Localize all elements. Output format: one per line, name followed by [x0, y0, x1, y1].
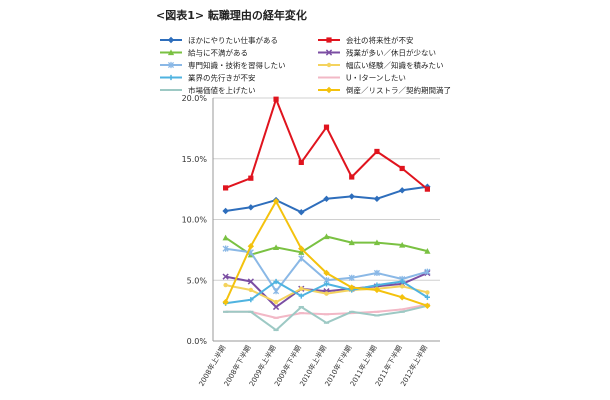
data-point [424, 186, 430, 192]
data-point [247, 204, 255, 211]
data-point [222, 245, 229, 252]
legend-marker [168, 74, 174, 81]
data-point [424, 294, 430, 300]
x-tick-label: 2008年下半期 [222, 344, 253, 388]
legend-marker [167, 49, 175, 56]
legend-marker [167, 61, 175, 69]
legend-label: 幅広い経験／知識を積みたい [346, 60, 444, 70]
data-point [298, 245, 305, 252]
data-point [424, 302, 431, 309]
x-tick-label: 2010年下半期 [323, 344, 354, 388]
data-point [272, 244, 280, 251]
data-point [273, 96, 279, 102]
data-point [247, 243, 255, 250]
data-point [348, 193, 355, 200]
data-point [373, 239, 381, 246]
legend-marker [325, 86, 333, 94]
data-point [272, 198, 280, 205]
x-tick-label: 2009年上半期 [247, 344, 278, 388]
legend-label: 給与に不満がある [188, 48, 248, 58]
data-point [323, 233, 330, 240]
data-point [222, 207, 229, 215]
chart-title: <図表1> 転職理由の経年変化 [156, 9, 307, 22]
data-point [248, 287, 254, 293]
y-tick-label: 15.0% [182, 155, 208, 164]
data-point [323, 195, 330, 203]
legend-marker [325, 49, 333, 56]
data-point [298, 159, 304, 165]
data-point [248, 297, 254, 303]
data-point [323, 269, 330, 277]
data-point [399, 278, 405, 285]
legend-label: 倒産／リストラ／契約期間満了 [346, 85, 451, 95]
data-point [222, 234, 229, 241]
data-point [298, 209, 305, 216]
data-point [398, 187, 406, 194]
data-point [273, 278, 279, 285]
data-point [323, 124, 330, 130]
data-point [399, 165, 405, 172]
data-point [248, 175, 254, 181]
data-point [399, 284, 405, 289]
data-point [324, 291, 329, 296]
y-tick-label: 0.0% [187, 337, 208, 346]
legend-label: U・Iターンしたい [346, 74, 406, 83]
data-point [323, 281, 330, 287]
x-tick-label: 2008年上半期 [197, 344, 228, 388]
data-point [424, 268, 431, 275]
x-tick-label: 2012年上半期 [398, 344, 429, 388]
legend-marker [326, 37, 332, 43]
data-point [373, 269, 381, 277]
data-point [373, 195, 381, 203]
legend-label: 専門知識・技術を習得したい [188, 60, 286, 70]
data-point [223, 282, 228, 288]
data-point [223, 185, 229, 191]
data-point [349, 174, 355, 180]
data-point [222, 298, 229, 306]
y-tick-label: 5.0% [187, 276, 208, 285]
data-point [425, 290, 430, 295]
legend-marker [167, 36, 175, 44]
legend-label: 残業が多い／休日が少ない [346, 48, 436, 58]
data-point [348, 284, 355, 291]
data-point [373, 286, 381, 294]
x-tick-label: 2010年上半期 [298, 344, 329, 388]
legend-label: 業界の先行きが不安 [188, 73, 256, 83]
y-tick-label: 20.0% [182, 94, 208, 103]
data-point [272, 288, 280, 295]
legend-marker [326, 62, 332, 68]
legend-label: 会社の将来性が不安 [346, 35, 414, 45]
x-tick-label: 2011年上半期 [348, 344, 379, 388]
series-line [225, 98, 429, 190]
x-tick-label: 2009年下半期 [272, 344, 303, 388]
data-point [298, 293, 304, 299]
legend-label: 市場価値を上げたい [188, 85, 256, 95]
data-point [247, 278, 254, 285]
y-tick-label: 10.0% [182, 216, 208, 225]
data-point [273, 299, 279, 305]
data-point [424, 247, 431, 254]
data-point [374, 148, 380, 155]
data-point [298, 255, 305, 262]
data-point [298, 249, 305, 255]
data-point [222, 273, 229, 280]
data-point [272, 303, 280, 311]
legend-label: ほかにやりたい仕事がある [188, 35, 278, 45]
x-tick-label: 2011年下半期 [373, 344, 404, 388]
data-point [398, 294, 406, 301]
data-point [348, 239, 355, 246]
data-point [299, 286, 304, 291]
data-point [348, 274, 355, 281]
data-point [399, 241, 406, 248]
